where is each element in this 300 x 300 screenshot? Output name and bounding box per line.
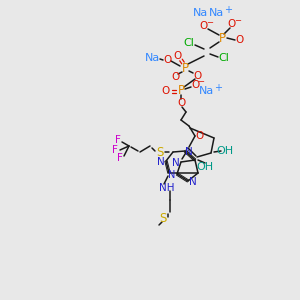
Text: O: O <box>195 131 203 141</box>
Text: Cl: Cl <box>219 53 230 63</box>
Text: O: O <box>173 51 181 61</box>
Text: S: S <box>159 212 167 224</box>
Text: N: N <box>185 147 193 157</box>
Text: O: O <box>235 35 243 45</box>
Text: Na: Na <box>192 8 208 18</box>
Text: +: + <box>224 5 232 15</box>
Text: OH: OH <box>216 146 234 156</box>
Text: F: F <box>117 153 123 163</box>
Text: O: O <box>171 72 179 82</box>
Text: OH: OH <box>196 162 214 172</box>
Text: F: F <box>112 145 118 155</box>
Text: O: O <box>193 71 201 81</box>
Text: O: O <box>163 55 171 65</box>
Text: S: S <box>156 146 164 158</box>
Text: F: F <box>115 135 121 145</box>
Text: N: N <box>168 170 176 180</box>
Text: −: − <box>197 77 205 86</box>
Text: O: O <box>200 21 208 31</box>
Text: O: O <box>162 86 170 96</box>
Text: O: O <box>191 80 199 90</box>
Text: N: N <box>157 157 165 167</box>
Text: −: − <box>206 19 214 28</box>
Text: +: + <box>214 83 222 93</box>
Text: Na: Na <box>200 86 214 96</box>
Text: N: N <box>189 177 197 187</box>
Text: Cl: Cl <box>184 38 194 48</box>
Text: Na: Na <box>144 53 160 63</box>
Text: NH: NH <box>159 183 175 193</box>
Text: P: P <box>218 32 226 44</box>
Text: −: − <box>235 16 242 26</box>
Text: P: P <box>182 61 188 74</box>
Text: O: O <box>177 98 185 108</box>
Text: P: P <box>178 85 184 98</box>
Text: O: O <box>228 19 236 29</box>
Text: N: N <box>172 158 180 168</box>
Text: Na: Na <box>208 8 224 18</box>
